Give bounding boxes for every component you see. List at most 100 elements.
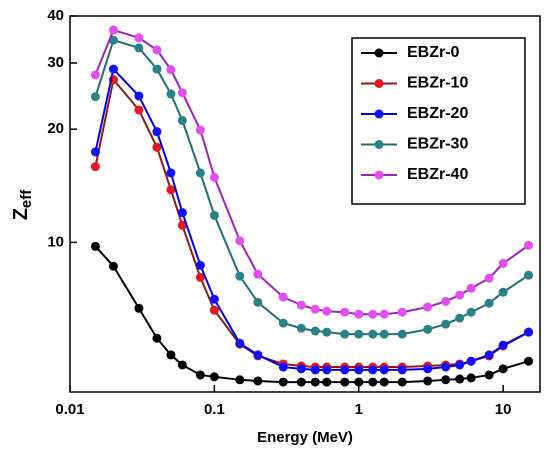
y-axis-label-sub: eff bbox=[18, 189, 35, 208]
data-point bbox=[296, 377, 306, 387]
data-point bbox=[498, 364, 508, 374]
x-tick-label: 1 bbox=[355, 401, 363, 418]
data-point bbox=[441, 362, 451, 372]
data-point bbox=[195, 125, 205, 135]
data-point bbox=[296, 300, 306, 310]
legend-label: EBZr-0 bbox=[407, 44, 460, 61]
data-point bbox=[379, 309, 389, 319]
legend-label: EBZr-10 bbox=[407, 75, 468, 92]
data-point bbox=[108, 25, 118, 35]
data-point bbox=[498, 258, 508, 268]
data-point bbox=[354, 365, 364, 375]
data-point bbox=[195, 272, 205, 282]
data-point bbox=[166, 185, 176, 195]
data-point bbox=[368, 329, 378, 339]
data-point bbox=[484, 370, 494, 380]
legend-label: EBZr-20 bbox=[407, 105, 468, 122]
data-point bbox=[466, 373, 476, 383]
data-point bbox=[441, 375, 451, 385]
data-point bbox=[209, 294, 219, 304]
data-point bbox=[90, 162, 100, 172]
data-point bbox=[90, 241, 100, 251]
x-tick-label: 0.1 bbox=[204, 401, 225, 418]
data-point bbox=[397, 365, 407, 375]
data-point bbox=[134, 91, 144, 101]
data-point bbox=[134, 43, 144, 53]
data-point bbox=[134, 33, 144, 43]
data-point bbox=[177, 208, 187, 218]
data-point bbox=[340, 365, 350, 375]
data-point bbox=[322, 327, 332, 337]
data-point bbox=[354, 377, 364, 387]
data-point bbox=[466, 356, 476, 366]
data-point bbox=[209, 172, 219, 182]
data-point bbox=[524, 356, 534, 366]
data-point bbox=[166, 65, 176, 75]
data-point bbox=[253, 350, 263, 360]
data-point bbox=[441, 319, 451, 329]
data-point bbox=[166, 168, 176, 178]
data-point bbox=[524, 270, 534, 280]
data-point bbox=[310, 365, 320, 375]
data-point bbox=[177, 360, 187, 370]
data-point bbox=[379, 365, 389, 375]
data-point bbox=[177, 220, 187, 230]
data-point bbox=[296, 364, 306, 374]
x-tick-label: 0.01 bbox=[55, 401, 84, 418]
data-point bbox=[397, 329, 407, 339]
data-point bbox=[423, 324, 433, 334]
data-point bbox=[296, 323, 306, 333]
data-point bbox=[455, 374, 465, 384]
data-point bbox=[152, 64, 162, 74]
data-point bbox=[209, 210, 219, 220]
data-point bbox=[310, 304, 320, 314]
data-point bbox=[423, 376, 433, 386]
data-point bbox=[152, 45, 162, 55]
data-point bbox=[253, 269, 263, 279]
y-axis-label: Zeff bbox=[10, 189, 35, 221]
data-point bbox=[484, 273, 494, 283]
legend-label: EBZr-40 bbox=[407, 166, 468, 183]
data-point bbox=[322, 306, 332, 316]
data-point bbox=[152, 142, 162, 152]
y-tick-label: 40 bbox=[47, 7, 64, 24]
legend-label: EBZr-30 bbox=[407, 136, 468, 153]
data-point bbox=[498, 340, 508, 350]
data-point bbox=[484, 350, 494, 360]
data-point bbox=[397, 377, 407, 387]
data-point bbox=[524, 240, 534, 250]
legend-marker bbox=[374, 109, 384, 119]
data-point bbox=[423, 302, 433, 312]
data-point bbox=[90, 92, 100, 102]
data-point bbox=[235, 236, 245, 246]
data-point bbox=[466, 307, 476, 317]
data-point bbox=[152, 127, 162, 137]
data-point bbox=[235, 271, 245, 281]
data-point bbox=[195, 260, 205, 270]
data-point bbox=[368, 365, 378, 375]
legend-marker bbox=[374, 48, 384, 58]
data-point bbox=[524, 327, 534, 337]
data-point bbox=[209, 372, 219, 382]
data-point bbox=[368, 377, 378, 387]
legend-marker bbox=[374, 79, 384, 88]
data-point bbox=[166, 89, 176, 99]
data-point bbox=[278, 292, 288, 302]
plot-frame bbox=[69, 15, 541, 393]
data-point bbox=[195, 370, 205, 380]
data-point bbox=[166, 350, 176, 360]
data-point bbox=[310, 326, 320, 336]
legend-marker bbox=[374, 140, 384, 149]
data-point bbox=[134, 105, 144, 115]
legend-marker bbox=[374, 170, 384, 180]
data-point bbox=[108, 64, 118, 74]
data-point bbox=[423, 364, 433, 374]
data-point bbox=[441, 296, 451, 306]
data-point bbox=[278, 377, 288, 387]
data-point bbox=[379, 377, 389, 387]
data-point bbox=[253, 376, 263, 386]
data-point bbox=[90, 147, 100, 157]
data-point bbox=[354, 309, 364, 319]
data-point bbox=[310, 377, 320, 387]
